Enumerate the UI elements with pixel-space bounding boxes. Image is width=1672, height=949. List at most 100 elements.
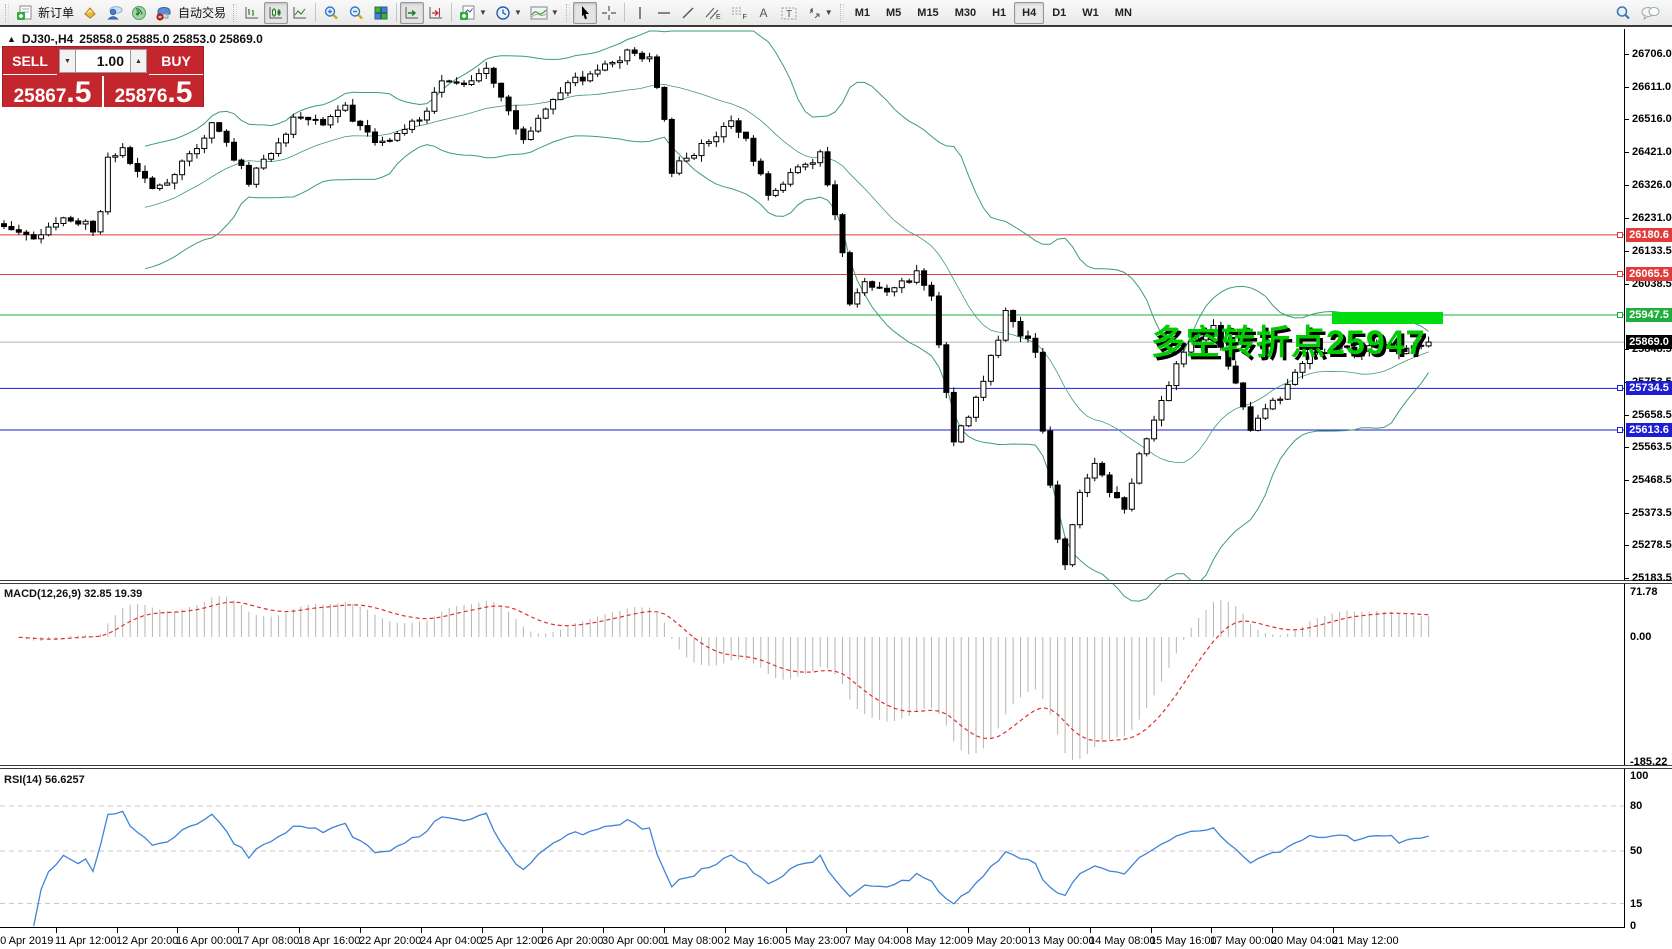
buy-price-button[interactable]: 25876 .5 — [104, 76, 203, 108]
equidistant-channel-button[interactable]: E — [700, 2, 726, 24]
crosshair-button[interactable] — [597, 2, 621, 24]
time-tick-mark — [1028, 928, 1030, 933]
time-tick-mark — [359, 928, 361, 933]
horizontal-line-button[interactable] — [652, 2, 676, 24]
price-tick-mark — [1625, 479, 1629, 481]
time-tick-mark — [603, 928, 605, 933]
time-tick-mark — [724, 928, 726, 933]
price-tick-mark — [1625, 217, 1629, 219]
toolbar-grip[interactable] — [565, 3, 570, 22]
time-tick-mark — [1150, 928, 1152, 933]
trendline-icon — [682, 7, 694, 18]
auto-scroll-button[interactable] — [400, 1, 425, 24]
tab-h1[interactable]: H1 — [992, 6, 1007, 19]
rsi-axis-label: 50 — [1630, 845, 1643, 857]
price-tick-label: 25183.5 — [1632, 572, 1672, 584]
toolbar-grip[interactable] — [233, 3, 238, 22]
price-axis-line — [1624, 29, 1625, 928]
indicators-button[interactable]: ▼ — [455, 2, 491, 24]
text-button[interactable]: A — [752, 2, 776, 24]
community-button[interactable] — [102, 2, 127, 24]
price-tick-mark — [1625, 86, 1629, 88]
volume-input[interactable]: 1.00 — [76, 49, 130, 73]
time-axis-label: 10 Apr 2019 — [0, 935, 54, 947]
price-tick-label: 26611.0 — [1632, 80, 1672, 93]
svg-text:F: F — [742, 14, 746, 21]
rsi-axis-label: 0 — [1630, 920, 1637, 932]
macd-panel-separator[interactable] — [0, 580, 1672, 584]
rsi-panel-separator[interactable] — [0, 765, 1672, 769]
text-label-icon: T — [781, 7, 797, 20]
toolbar-separator — [315, 3, 317, 22]
signals-button[interactable] — [127, 2, 151, 24]
toolbar-separator — [396, 3, 398, 22]
cursor-icon — [581, 5, 589, 19]
tab-w1[interactable]: W1 — [1082, 6, 1099, 19]
market-button[interactable] — [78, 2, 102, 24]
sell-price-button[interactable]: 25867 .5 — [3, 76, 102, 108]
tab-m5[interactable]: M5 — [886, 6, 902, 19]
price-tick-mark — [1625, 349, 1629, 351]
chart-shift-button[interactable] — [424, 2, 448, 24]
zoom-in-button[interactable] — [319, 2, 344, 24]
sell-price-main: 25867 — [13, 86, 67, 107]
macd-axis-label: 0.00 — [1630, 631, 1652, 643]
toolbar-grip[interactable] — [839, 3, 844, 22]
tab-m1[interactable]: M1 — [854, 6, 870, 19]
time-tick-mark — [238, 928, 240, 933]
toolbar-grip[interactable] — [5, 3, 9, 22]
search-button[interactable] — [1611, 2, 1636, 24]
vertical-line-button[interactable] — [628, 2, 652, 24]
time-axis-label: 17 Apr 08:00 — [237, 935, 300, 947]
autotrade-button[interactable]: 自动交易 — [151, 2, 230, 24]
equidistant-channel-icon: E — [705, 7, 721, 21]
toolbar-separator — [451, 3, 453, 22]
periods-button[interactable]: ▼ — [491, 2, 526, 24]
price-tick-mark — [1625, 447, 1629, 449]
time-axis-label: 12 Apr 20:00 — [116, 935, 179, 947]
templates-button[interactable]: ▼ — [526, 2, 563, 24]
text-label-button[interactable]: T — [776, 2, 802, 24]
new-order-button[interactable]: 新订单 — [12, 2, 78, 24]
fibonacci-button[interactable]: F — [726, 2, 752, 24]
tile-windows-button[interactable] — [369, 2, 393, 24]
chart-surface[interactable] — [0, 29, 1625, 928]
cursor-button[interactable] — [572, 1, 597, 24]
candlestick-button[interactable] — [264, 1, 289, 24]
autotrade-icon — [156, 6, 171, 20]
tab-m30[interactable]: M30 — [954, 6, 977, 19]
time-tick-mark — [1089, 928, 1091, 933]
time-axis-label: 22 Apr 20:00 — [359, 935, 422, 947]
chart-annotation-text: 多空转折点25947 — [1151, 324, 1426, 362]
tab-d1[interactable]: D1 — [1052, 6, 1067, 19]
volume-decrease-button[interactable]: ▼ — [59, 49, 76, 73]
time-tick-mark — [1211, 928, 1213, 933]
chat-button[interactable] — [1636, 2, 1664, 24]
sell-button[interactable]: SELL — [3, 47, 57, 75]
time-tick-mark — [177, 928, 179, 933]
zoom-out-button[interactable] — [344, 2, 369, 24]
time-axis-label: 14 May 08:00 — [1089, 935, 1156, 947]
volume-increase-button[interactable]: ▲ — [130, 49, 147, 73]
buy-button[interactable]: BUY — [149, 47, 203, 75]
rsi-axis-label: 15 — [1630, 897, 1643, 910]
price-tick-mark — [1625, 512, 1629, 514]
toolbar-separator — [623, 3, 625, 22]
tab-m15[interactable]: M15 — [917, 6, 939, 19]
symbol-period-label: DJ30-,H4 — [21, 32, 74, 46]
bar-chart-button[interactable] — [240, 2, 264, 24]
trendline-button[interactable] — [676, 2, 700, 24]
price-level-label: 25734.5 — [1626, 381, 1672, 396]
highlight-rectangle — [1332, 312, 1444, 325]
collapse-panel-icon[interactable]: ▲ — [7, 34, 16, 44]
price-level-label: 25613.6 — [1626, 422, 1672, 437]
one-click-trading-panel: SELL ▼ 1.00 ▲ BUY 25867 .5 25876 .5 — [2, 46, 204, 108]
arrows-button[interactable]: ▼ — [802, 2, 837, 24]
price-tick-mark — [1625, 545, 1629, 547]
tab-mn[interactable]: MN — [1114, 6, 1132, 19]
tab-h4[interactable]: H4 — [1014, 1, 1045, 24]
current-price-label: 25869.0 — [1626, 335, 1672, 350]
line-chart-button[interactable] — [288, 2, 312, 24]
